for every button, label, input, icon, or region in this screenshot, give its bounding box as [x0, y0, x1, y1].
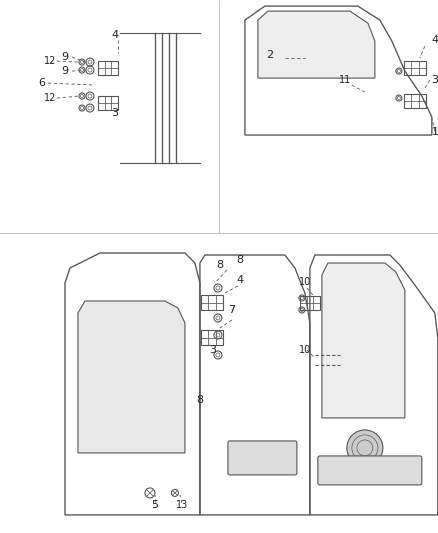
Text: 3: 3	[111, 108, 118, 118]
Text: 12: 12	[44, 56, 56, 66]
Text: 11: 11	[339, 75, 351, 85]
Text: 3: 3	[209, 345, 216, 355]
Text: 9: 9	[61, 52, 68, 62]
Text: 1: 1	[431, 127, 438, 137]
FancyBboxPatch shape	[318, 456, 422, 485]
Polygon shape	[322, 263, 405, 418]
Text: 5: 5	[152, 500, 159, 510]
Text: 8: 8	[237, 255, 244, 265]
Polygon shape	[78, 301, 185, 453]
Text: 12: 12	[44, 93, 56, 103]
Text: 4: 4	[431, 35, 438, 45]
Text: 7: 7	[228, 305, 236, 315]
Text: 4: 4	[237, 275, 244, 285]
Text: 8: 8	[196, 395, 204, 405]
Text: 6: 6	[39, 78, 46, 88]
Circle shape	[347, 430, 383, 466]
Text: 10: 10	[299, 277, 311, 287]
Text: 4: 4	[111, 30, 119, 40]
Polygon shape	[258, 11, 375, 78]
Text: 2: 2	[266, 50, 273, 60]
Text: 9: 9	[61, 66, 68, 76]
Text: 3: 3	[431, 75, 438, 85]
Text: 10: 10	[299, 345, 311, 355]
FancyBboxPatch shape	[228, 441, 297, 475]
Text: 8: 8	[216, 260, 223, 270]
Text: 13: 13	[176, 500, 188, 510]
